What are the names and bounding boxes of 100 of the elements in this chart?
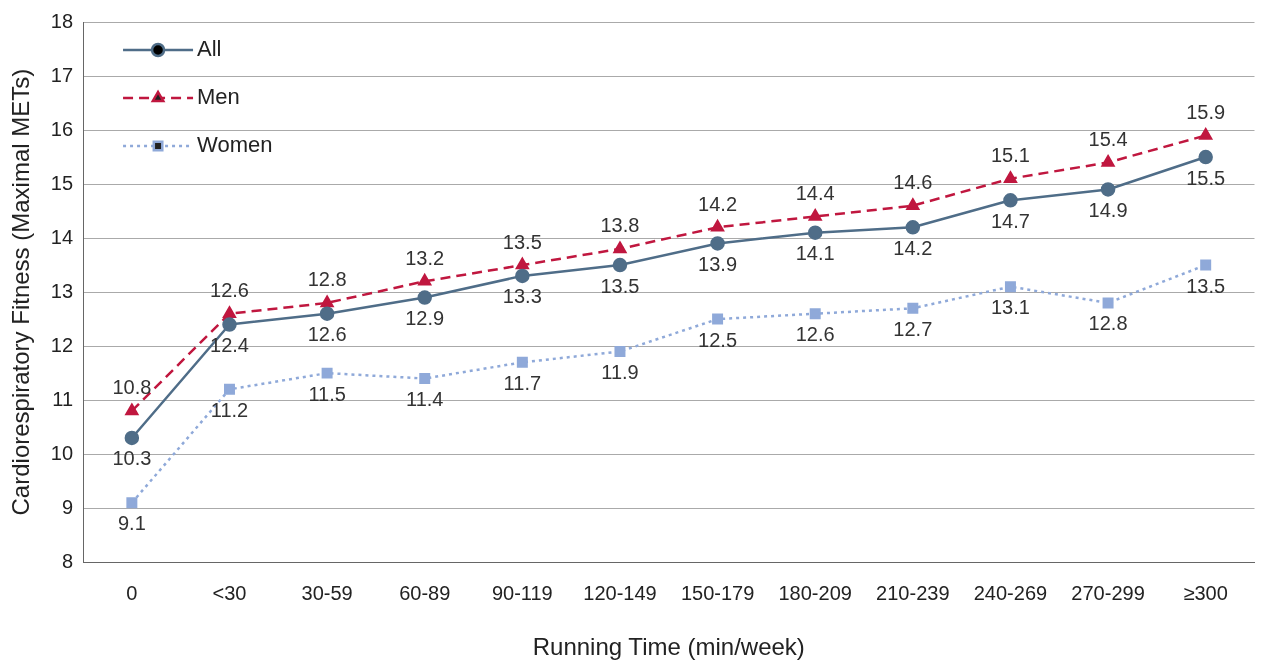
- point: [1101, 155, 1115, 167]
- x-tick-label: 150-179: [680, 581, 755, 604]
- x-tick-label: 270-299: [1071, 581, 1145, 604]
- data-label: 14.2: [893, 236, 933, 259]
- data-label: 10.8: [112, 376, 152, 399]
- data-label: 12.6: [307, 323, 347, 346]
- y-tick-label: 9: [61, 495, 74, 518]
- point: [126, 497, 138, 509]
- data-label: 13.5: [502, 230, 542, 253]
- data-label: 11.5: [308, 382, 346, 405]
- y-tick-label: 15: [50, 171, 74, 194]
- y-tick-label: 10: [50, 441, 74, 464]
- data-label: 12.9: [405, 307, 445, 330]
- x-tick-label: 180-209: [778, 581, 852, 604]
- y-axis-title: Cardiorespiratory Fitness (Maximal METs): [7, 68, 35, 516]
- point: [1198, 149, 1213, 165]
- point: [321, 367, 333, 379]
- data-label: 15.1: [990, 144, 1030, 167]
- data-label: 13.1: [990, 296, 1030, 319]
- x-tick-label: 120-149: [583, 581, 657, 604]
- point: [905, 220, 921, 235]
- point: [712, 313, 724, 325]
- y-tick-label: 13: [50, 279, 74, 302]
- point: [1102, 297, 1114, 309]
- data-label: 11.4: [405, 388, 444, 411]
- data-label: 11.2: [210, 398, 249, 421]
- data-label: 12.7: [893, 317, 933, 340]
- point: [907, 302, 919, 314]
- x-tick-label: 90-119: [491, 581, 553, 604]
- point: [124, 430, 140, 446]
- point: [906, 198, 920, 210]
- y-tick-label: 14: [50, 225, 74, 248]
- point: [516, 356, 528, 368]
- x-tick-label: 210-239: [876, 581, 950, 604]
- data-label: 11.9: [601, 361, 639, 384]
- point: [319, 306, 335, 321]
- data-label: 14.1: [795, 242, 835, 265]
- point: [515, 268, 530, 284]
- data-label: 12.8: [307, 268, 347, 291]
- point: [1003, 193, 1018, 208]
- data-label: 12.8: [1088, 312, 1128, 335]
- point: [808, 209, 822, 221]
- point: [125, 403, 139, 416]
- point: [710, 236, 725, 251]
- data-label: 15.4: [1088, 127, 1128, 150]
- x-axis-title: Running Time (min/week): [532, 633, 805, 661]
- y-tick-label: 8: [61, 549, 74, 572]
- data-label: 13.5: [600, 274, 640, 297]
- legend-label: Men: [197, 84, 240, 110]
- legend-label: All: [197, 36, 222, 62]
- y-tick-label: 11: [52, 387, 74, 410]
- data-label: 13.5: [1186, 274, 1226, 297]
- x-tick-label: 60-89: [399, 581, 451, 604]
- point: [711, 220, 725, 232]
- point: [418, 274, 432, 286]
- data-label: 11.7: [503, 371, 542, 394]
- point: [1200, 259, 1212, 271]
- point: [1004, 281, 1016, 293]
- data-label: 12.5: [698, 328, 738, 351]
- y-tick-label: 16: [50, 117, 74, 140]
- point: [1199, 128, 1213, 140]
- point: [223, 306, 236, 318]
- point: [612, 257, 628, 273]
- point: [515, 257, 529, 270]
- data-label: 13.3: [502, 285, 542, 308]
- x-tick-label: ≥300: [1183, 581, 1228, 604]
- data-label: 13.2: [405, 246, 445, 269]
- data-label: 10.3: [112, 447, 152, 470]
- data-label: 12.6: [210, 279, 249, 302]
- y-tick-label: 12: [50, 333, 74, 356]
- y-tick-label: 17: [50, 63, 74, 86]
- data-label: 14.2: [698, 192, 738, 215]
- data-label: 15.5: [1186, 166, 1226, 189]
- point: [320, 295, 334, 308]
- legend-label: Women: [197, 132, 273, 158]
- data-label: 14.7: [990, 209, 1030, 232]
- point: [222, 317, 237, 332]
- point: [417, 290, 432, 305]
- point: [614, 346, 626, 358]
- data-label: 9.1: [117, 512, 146, 535]
- data-label: 13.8: [600, 214, 640, 237]
- point: [223, 383, 235, 395]
- data-label: 14.9: [1088, 198, 1128, 221]
- point: [807, 225, 823, 240]
- data-label: 15.9: [1186, 100, 1226, 123]
- point: [419, 373, 431, 385]
- data-label: 13.9: [698, 253, 738, 275]
- x-tick-label: 0: [126, 581, 138, 604]
- data-label: 12.6: [795, 323, 835, 346]
- data-label: 14.6: [893, 171, 933, 194]
- point: [809, 308, 821, 320]
- point: [1100, 182, 1116, 197]
- x-tick-label: 240-269: [973, 581, 1048, 604]
- data-label: 12.4: [210, 334, 249, 357]
- x-tick-label: 30-59: [301, 581, 353, 604]
- data-label: 14.4: [795, 181, 835, 204]
- point: [613, 241, 627, 254]
- point: [1004, 171, 1017, 183]
- y-tick-label: 18: [50, 9, 74, 32]
- x-tick-label: <30: [212, 581, 247, 604]
